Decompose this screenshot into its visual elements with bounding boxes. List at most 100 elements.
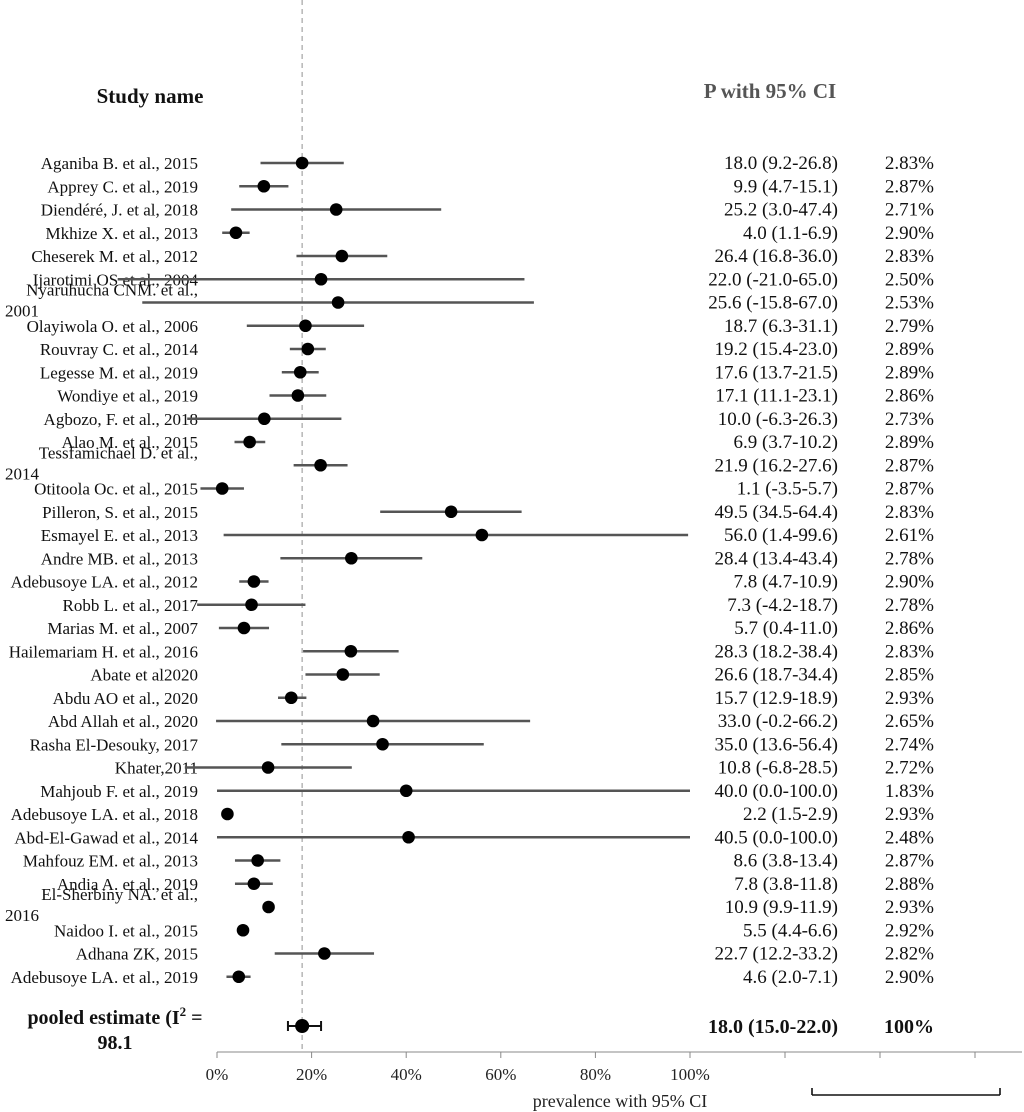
ci-text: 4.6 (2.0-7.1) bbox=[743, 967, 838, 988]
x-axis: 0% 20% 40% 60% 80% 100% prevalence with 95% C… bbox=[206, 1051, 1022, 1111]
study-row: Mahjoub F. et al., 2019 40.0 (0.0-100.0) 1… bbox=[40, 781, 934, 802]
ci-text: 25.6 (-15.8-67.0) bbox=[708, 293, 838, 314]
weight-text: 2.86% bbox=[885, 618, 934, 639]
weight-text: 2.90% bbox=[885, 967, 934, 988]
weight-text: 2.65% bbox=[885, 711, 934, 732]
pooled-label: pooled estimate (I2 = bbox=[27, 1004, 202, 1029]
ci-text: 56.0 (1.4-99.6) bbox=[724, 525, 838, 546]
ci-text: 1.1 (-3.5-5.7) bbox=[737, 479, 838, 500]
ci-text: 28.4 (13.4-43.4) bbox=[715, 548, 838, 569]
point-estimate bbox=[232, 970, 246, 984]
study-name: Abate et al2020 bbox=[90, 666, 198, 685]
weight-text: 2.83% bbox=[885, 246, 934, 267]
point-estimate bbox=[336, 668, 350, 681]
ci-text: 35.0 (13.6-56.4) bbox=[715, 734, 838, 755]
x-axis-ticks: 0% 20% 40% 60% 80% 100% bbox=[206, 1052, 976, 1084]
study-row: Alao M. et al., 2015 6.9 (3.7-10.2) 2.89% bbox=[62, 432, 935, 453]
study-rows: Aganiba B. et al., 2015 18.0 (9.2-26.8) 2.… bbox=[5, 153, 934, 988]
weight-text: 2.92% bbox=[885, 920, 934, 941]
weight-text: 2.93% bbox=[885, 688, 934, 709]
ci-text: 10.0 (-6.3-26.3) bbox=[718, 409, 838, 430]
point-estimate bbox=[295, 156, 309, 170]
weight-text: 2.83% bbox=[885, 502, 934, 523]
ci-text: 26.6 (18.7-34.4) bbox=[715, 665, 838, 686]
ci-text: 10.9 (9.9-11.9) bbox=[725, 897, 838, 918]
study-name: Abdu AO et al., 2020 bbox=[53, 689, 198, 708]
study-row: Aganiba B. et al., 2015 18.0 (9.2-26.8) 2.… bbox=[41, 153, 934, 174]
study-row: Apprey C. et al., 2019 9.9 (4.7-15.1) 2.87… bbox=[47, 176, 934, 197]
study-name: Adebusoye LA. et al., 2012 bbox=[11, 573, 198, 592]
study-name: El-Sherbiny NA. et al., bbox=[41, 885, 198, 904]
study-row: Tessfamichael D. et al., 2014 21.9 (16.2-2… bbox=[5, 443, 934, 483]
ci-text: 7.3 (-4.2-18.7) bbox=[727, 595, 838, 616]
point-estimate bbox=[291, 389, 305, 402]
study-row: Ijarotimi OS et al., 2004 22.0 (-21.0-65.… bbox=[33, 269, 934, 290]
weight-text: 2.89% bbox=[885, 432, 934, 453]
point-estimate bbox=[329, 203, 343, 216]
weight-text: 2.83% bbox=[885, 641, 934, 662]
weight-text: 2.89% bbox=[885, 339, 934, 360]
weight-text: 2.88% bbox=[885, 874, 934, 895]
ci-text: 7.8 (4.7-10.9) bbox=[734, 572, 838, 593]
weight-text: 2.90% bbox=[885, 572, 934, 593]
point-estimate bbox=[262, 900, 275, 914]
estimate-header: P with 95% CI bbox=[704, 79, 836, 103]
weight-text: 2.93% bbox=[885, 804, 934, 825]
study-name: Abd Allah et al., 2020 bbox=[48, 712, 198, 731]
ci-text: 18.7 (6.3-31.1) bbox=[724, 316, 838, 337]
study-row: Esmayel E. et al., 2013 56.0 (1.4-99.6) 2.… bbox=[41, 525, 934, 546]
ci-text: 49.5 (34.5-64.4) bbox=[715, 502, 838, 523]
study-name: Agbozo, F. et al., 2018 bbox=[44, 410, 198, 429]
study-name: Otitoola Oc. et al., 2015 bbox=[34, 480, 198, 499]
point-estimate bbox=[257, 179, 271, 193]
point-estimate bbox=[301, 342, 315, 356]
study-name: Abd-El-Gawad et al., 2014 bbox=[14, 828, 198, 847]
study-row: Robb L. et al., 2017 7.3 (-4.2-18.7) 2.78% bbox=[62, 595, 934, 616]
ci-text: 18.0 (9.2-26.8) bbox=[724, 153, 838, 174]
pooled-ci-text: 18.0 (15.0-22.0) bbox=[708, 1016, 838, 1038]
ci-text: 9.9 (4.7-15.1) bbox=[734, 176, 838, 197]
point-estimate bbox=[251, 854, 264, 867]
weight-text: 2.89% bbox=[885, 362, 934, 383]
study-name: Mahjoub F. et al., 2019 bbox=[40, 782, 198, 801]
ci-text: 21.9 (16.2-27.6) bbox=[715, 455, 838, 476]
point-estimate bbox=[366, 714, 380, 728]
weight-text: 2.87% bbox=[885, 455, 934, 476]
study-name: Naidoo I. et al., 2015 bbox=[54, 921, 198, 940]
weight-text: 2.61% bbox=[885, 525, 934, 546]
study-row: Marias M. et al., 2007 5.7 (0.4-11.0) 2.86… bbox=[47, 618, 934, 639]
weight-text: 2.93% bbox=[885, 897, 934, 918]
study-row: Cheserek M. et al., 2012 26.4 (16.8-36.0)… bbox=[31, 246, 934, 267]
study-row: Adebusoye LA. et al., 2012 7.8 (4.7-10.9)… bbox=[11, 572, 935, 593]
point-estimate bbox=[314, 458, 327, 472]
point-estimate bbox=[331, 296, 345, 309]
point-estimate bbox=[376, 737, 389, 751]
point-estimate bbox=[261, 761, 275, 774]
pooled-point-estimate bbox=[295, 1019, 310, 1033]
weight-text: 2.53% bbox=[885, 293, 934, 314]
study-row: Abd-El-Gawad et al., 2014 40.5 (0.0-100.0… bbox=[14, 827, 934, 848]
point-estimate bbox=[335, 249, 349, 263]
x-tick-label: 20% bbox=[296, 1065, 327, 1084]
point-estimate bbox=[237, 621, 251, 635]
study-row: Abdu AO et al., 2020 15.7 (12.9-18.9) 2.93… bbox=[53, 688, 935, 709]
point-estimate bbox=[229, 226, 243, 240]
point-estimate bbox=[236, 923, 250, 937]
weight-text: 2.87% bbox=[885, 479, 934, 500]
study-row: Agbozo, F. et al., 2018 10.0 (-6.3-26.3) 2… bbox=[44, 409, 935, 430]
study-row: Mahfouz EM. et al., 2013 8.6 (3.8-13.4) 2.… bbox=[23, 851, 934, 872]
point-estimate bbox=[402, 830, 415, 844]
point-estimate bbox=[215, 482, 229, 495]
point-estimate bbox=[399, 784, 413, 798]
ci-text: 2.2 (1.5-2.9) bbox=[743, 804, 838, 825]
ci-text: 33.0 (-0.2-66.2) bbox=[718, 711, 838, 732]
study-name: Adhana ZK, 2015 bbox=[76, 945, 198, 964]
point-estimate bbox=[221, 807, 234, 821]
study-row: Rouvray C. et al., 2014 19.2 (15.4-23.0) 2… bbox=[40, 339, 934, 360]
ci-text: 40.5 (0.0-100.0) bbox=[715, 827, 838, 848]
weight-text: 2.87% bbox=[885, 851, 934, 872]
weight-text: 2.78% bbox=[885, 548, 934, 569]
pooled-weight: 100% bbox=[884, 1016, 934, 1038]
study-name: Adebusoye LA. et al., 2019 bbox=[11, 968, 198, 987]
ci-text: 17.1 (11.1-23.1) bbox=[715, 386, 838, 407]
